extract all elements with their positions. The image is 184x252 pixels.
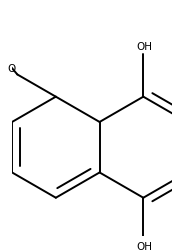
- Text: O: O: [7, 64, 16, 74]
- Text: OH: OH: [136, 42, 152, 52]
- Text: OH: OH: [136, 242, 152, 252]
